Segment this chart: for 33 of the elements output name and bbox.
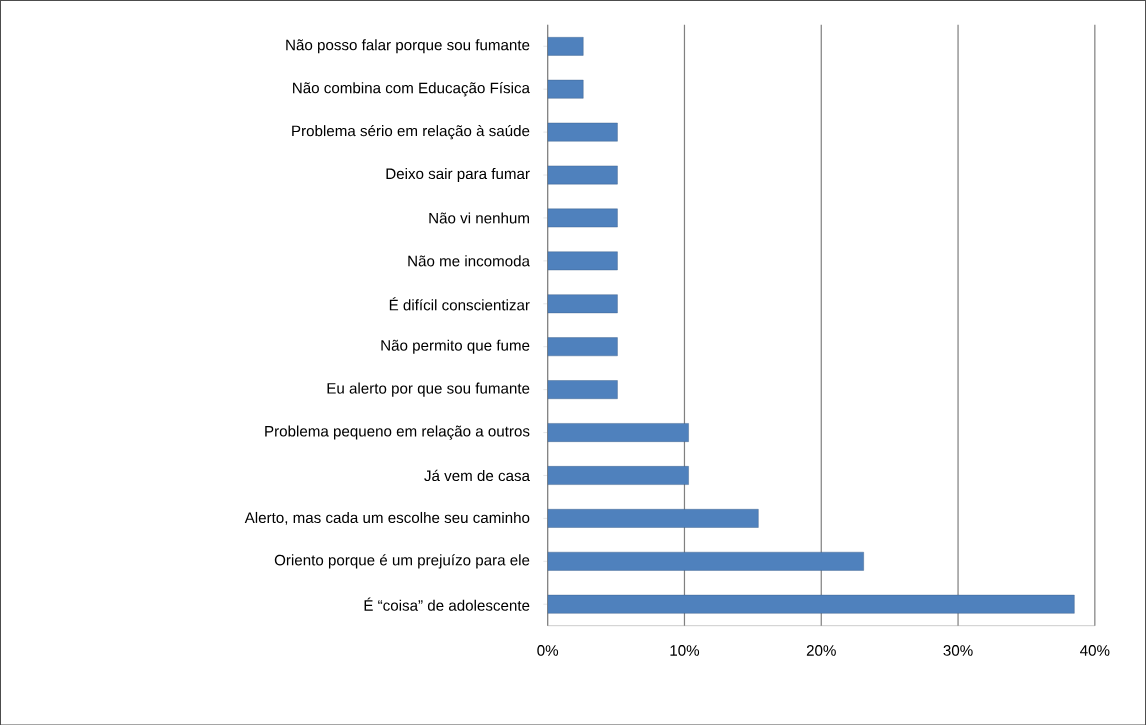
bar [547,337,618,356]
y-tick-label: Oriento porque é um prejuízo para ele [274,553,530,569]
x-tick-label: 30% [943,644,973,656]
x-tick-label: 10% [670,644,700,656]
y-tick-label: Eu alerto por que sou fumante [327,382,530,397]
y-tick-label: Não me incomoda [408,255,530,267]
y-tick-label: Não vi nenhum [429,212,529,224]
bar [547,79,584,99]
y-tick-label: Não posso falar porque sou fumante [286,38,530,54]
bar [547,251,618,270]
bar [547,380,618,399]
x-tick-label: 0% [537,644,559,656]
y-tick-label: Deixo sair para fumar [386,167,530,182]
bar [547,594,1075,614]
bar [547,508,759,528]
bar [547,465,689,485]
y-tick-label: Alerto, mas cada um escolhe seu caminho [244,511,530,525]
bar [547,165,618,185]
y-tick-label: Já vem de casa [424,469,530,481]
bar [547,294,618,313]
y-tick-label: É difícil conscientizar [389,296,530,311]
bar [547,551,864,571]
x-tick-label: 20% [806,644,836,656]
bar [547,208,618,228]
y-tick-label: Não combina com Educação Física [293,81,530,97]
y-tick-label: É “coisa” de adolescente [364,597,530,611]
y-tick-label: Problema pequeno em relação a outros [265,425,530,440]
bar [547,422,689,442]
bar [547,122,618,142]
y-tick-label: Não permito que fume [381,339,530,354]
y-tick-label: Problema sério em relação à saúde [292,124,530,140]
x-tick-label: 40% [1080,644,1110,656]
bar [547,36,584,56]
